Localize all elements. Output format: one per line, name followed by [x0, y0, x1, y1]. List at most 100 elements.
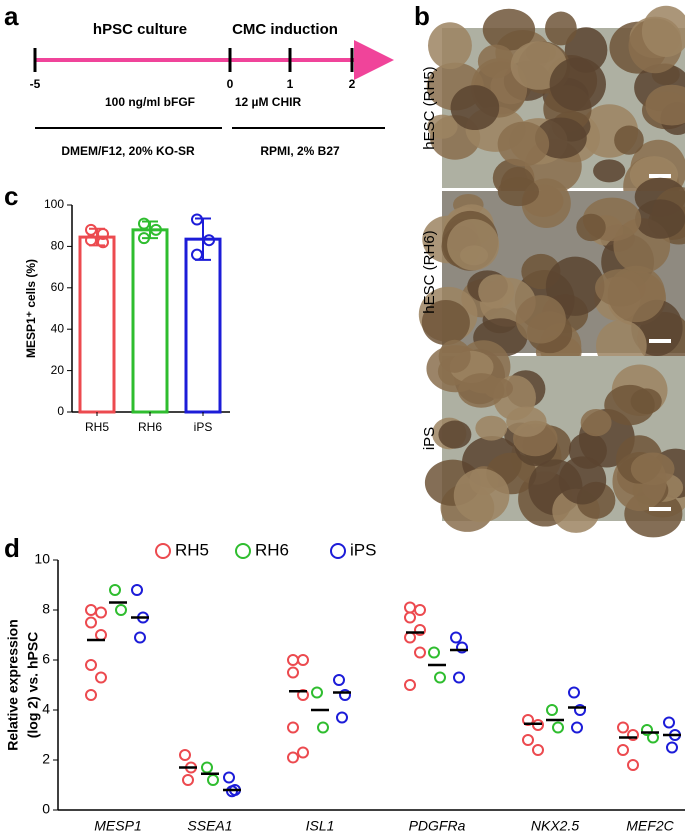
point — [627, 729, 639, 741]
colony — [576, 213, 606, 242]
point — [85, 223, 97, 236]
point — [207, 774, 219, 786]
image-label: hESC (RH6) — [421, 230, 438, 313]
colony — [477, 44, 515, 79]
timeline-tick-label: 1 — [287, 77, 294, 91]
point — [532, 744, 544, 756]
colony — [595, 269, 646, 307]
legend-marker — [330, 543, 346, 559]
bar — [78, 235, 116, 414]
point — [297, 654, 309, 666]
point — [571, 721, 583, 734]
point — [404, 631, 416, 644]
colony — [453, 468, 510, 523]
point — [182, 774, 194, 786]
timeline-tick-label: 2 — [349, 77, 356, 91]
legend-label: iPS — [350, 540, 376, 559]
point — [434, 671, 446, 684]
x-tick-label: RH6 — [138, 420, 162, 434]
point — [574, 704, 586, 716]
point — [317, 721, 329, 734]
point — [641, 724, 653, 736]
y-tick-label: 0 — [57, 404, 64, 418]
colony — [482, 8, 536, 51]
point — [339, 689, 351, 701]
colony — [497, 121, 550, 167]
point — [663, 716, 675, 729]
x-tick-label: ISL1 — [306, 818, 335, 834]
colony — [558, 456, 607, 505]
point — [453, 671, 465, 684]
point — [627, 759, 639, 771]
point — [404, 601, 416, 614]
timeline-tick-label: -5 — [30, 77, 41, 91]
colony — [645, 84, 685, 126]
legend-label: RH5 — [175, 540, 209, 559]
point — [85, 616, 97, 629]
x-tick-label: iPS — [194, 420, 213, 434]
colony — [549, 57, 606, 111]
y-tick-label: 8 — [42, 601, 50, 617]
point — [404, 679, 416, 691]
bar — [184, 237, 222, 414]
panel-label: b — [414, 1, 430, 31]
point — [134, 631, 146, 644]
point — [223, 771, 235, 784]
colony — [438, 420, 472, 449]
point — [336, 711, 348, 724]
colony — [478, 274, 515, 309]
colony — [427, 114, 458, 139]
colony — [497, 177, 540, 207]
y-tick-label: 80 — [51, 239, 65, 253]
y-tick-label: 0 — [42, 801, 50, 817]
scale-bar — [649, 174, 671, 178]
point — [666, 741, 678, 754]
point — [97, 236, 109, 249]
point — [85, 659, 97, 671]
panel-label: d — [4, 533, 20, 563]
point — [287, 666, 299, 679]
point — [191, 248, 203, 261]
point — [647, 731, 659, 744]
scale-bar — [649, 339, 671, 343]
panel-label: c — [4, 181, 18, 211]
point — [546, 704, 558, 716]
point — [287, 721, 299, 734]
point — [456, 641, 468, 654]
y-tick-label: 2 — [42, 751, 50, 767]
point — [414, 624, 426, 636]
point — [95, 629, 107, 641]
image-label: iPS — [421, 427, 438, 450]
x-tick-label: RH5 — [85, 420, 109, 434]
medium: RPMI, 2% B27 — [260, 144, 340, 158]
point — [203, 234, 215, 247]
point — [414, 604, 426, 616]
point — [414, 646, 426, 659]
point — [404, 611, 416, 624]
point — [131, 584, 143, 596]
colony — [421, 300, 470, 346]
colonies — [424, 339, 685, 538]
point — [85, 234, 97, 247]
x-tick-label: MESP1 — [94, 818, 141, 834]
colony — [580, 408, 612, 437]
colonies — [418, 177, 685, 372]
point — [150, 223, 162, 236]
point — [138, 217, 150, 230]
y-axis-label: MESP1⁺ cells (%) — [24, 259, 38, 358]
colony — [635, 199, 685, 239]
factor: 100 ng/ml bFGF — [105, 95, 195, 109]
point — [287, 751, 299, 764]
legend-marker — [235, 543, 251, 559]
colony — [641, 5, 685, 57]
y-tick-label: 6 — [42, 651, 50, 667]
x-tick-label: SSEA1 — [187, 818, 232, 834]
legend-marker — [155, 543, 171, 559]
colony — [450, 85, 500, 131]
x-tick-label: MEF2C — [626, 818, 674, 834]
colony — [630, 452, 675, 486]
colony — [593, 159, 626, 183]
colony — [475, 415, 508, 441]
medium: DMEM/F12, 20% KO-SR — [61, 144, 195, 158]
x-tick-label: PDGFRa — [409, 818, 466, 834]
